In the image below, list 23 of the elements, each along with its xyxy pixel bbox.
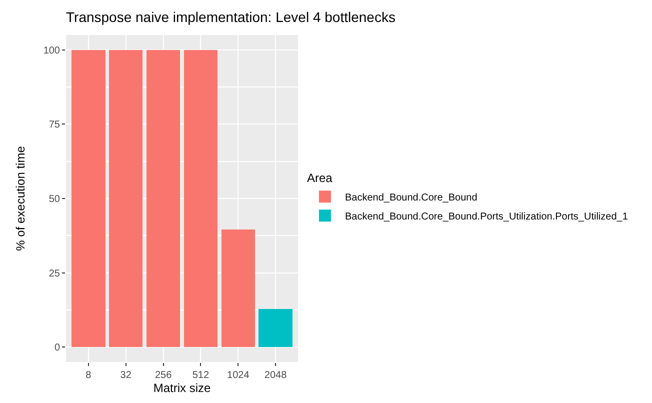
x-tick-label: 256 — [154, 370, 172, 381]
x-tick-label: 1024 — [227, 370, 250, 381]
y-tick-label: 50 — [48, 194, 60, 205]
y-axis-title: % of execution time — [14, 146, 28, 251]
y-tick-label: 100 — [43, 45, 60, 56]
bar — [184, 50, 218, 348]
y-tick-label: 25 — [48, 268, 60, 280]
bar — [146, 50, 180, 348]
y-tick-label: 75 — [48, 120, 60, 131]
bar — [221, 230, 255, 348]
bar — [72, 50, 106, 348]
y-tick-label: 0 — [54, 342, 60, 354]
x-tick-label: 2048 — [264, 370, 288, 381]
legend-title: Area — [306, 171, 333, 186]
x-tick-label: 512 — [192, 370, 210, 381]
bar — [109, 50, 143, 348]
legend-label: Backend_Bound.Core_Bound — [344, 192, 478, 204]
x-tick-label: 32 — [120, 370, 132, 381]
x-tick-label: 8 — [86, 370, 92, 381]
chart-title: Transpose naive implementation: Level 4 bottlenecks — [66, 8, 396, 25]
legend-label: Backend_Bound.Core_Bound.Ports_Utilization.Ports_Utilized_1 — [344, 212, 628, 222]
x-axis-title: Matrix size — [153, 381, 211, 395]
bar — [258, 309, 292, 348]
